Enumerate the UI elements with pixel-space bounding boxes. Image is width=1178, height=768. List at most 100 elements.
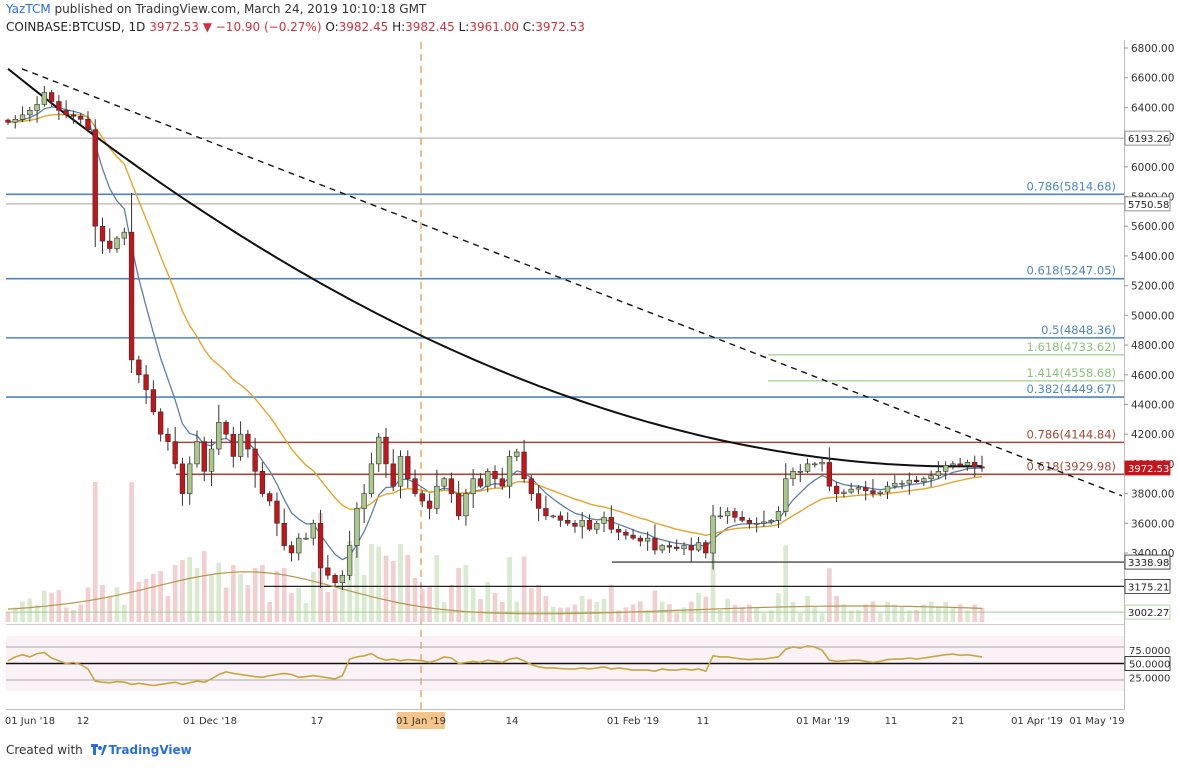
y-tick-label: 4400.00	[1131, 399, 1174, 411]
candle-body	[128, 231, 135, 361]
volume-bar	[129, 482, 134, 622]
candle-body	[136, 359, 142, 376]
volume-bar	[812, 607, 818, 622]
candle-body	[681, 545, 687, 549]
candle-body	[426, 500, 433, 509]
volume-bar	[281, 568, 287, 622]
volume-bar	[405, 555, 411, 622]
descending-trend-line[interactable]	[21, 68, 1123, 497]
rsi-tick-label: 75.0000	[1129, 646, 1170, 657]
ma-200-line	[7, 68, 983, 468]
volume-bar	[667, 604, 672, 622]
volume-bar	[12, 607, 18, 622]
candle-body	[674, 546, 680, 549]
candle-body	[979, 466, 985, 469]
y-tick-label: 6600.00	[1131, 73, 1174, 85]
volume-bar	[921, 604, 927, 622]
volume-bar	[587, 599, 592, 622]
candle-body	[252, 448, 258, 472]
candle-body	[630, 534, 636, 539]
candle-body	[790, 471, 796, 480]
candle-body	[579, 520, 585, 527]
high-label: H:	[392, 20, 406, 34]
last-price: 3972.53	[149, 20, 199, 34]
candle-body	[346, 545, 353, 576]
price-label-text: 6193.26	[1128, 134, 1169, 145]
candle-body	[281, 522, 287, 546]
fib-level-label: 0.618(5247.05)	[1027, 264, 1116, 278]
price-label-text: 3175.21	[1128, 582, 1169, 593]
candle-body	[259, 471, 266, 494]
candle-body	[361, 493, 367, 509]
candle-body	[208, 448, 215, 472]
candle-body	[296, 537, 302, 554]
volume-bar	[696, 593, 701, 622]
candle-body	[906, 479, 912, 484]
volume-bar	[492, 593, 498, 622]
volume-bar	[826, 568, 832, 622]
volume-bar	[158, 571, 164, 622]
volume-bar	[274, 571, 280, 622]
candle-body	[957, 463, 963, 466]
candle-body	[201, 441, 207, 472]
y-tick-label: 5000.00	[1131, 310, 1174, 322]
candle-body	[797, 471, 803, 473]
candle-body	[586, 520, 593, 530]
volume-bar	[143, 579, 149, 622]
volume-bar	[652, 590, 658, 622]
candle-body	[172, 441, 178, 465]
volume-bar	[172, 565, 178, 622]
candle-body	[833, 485, 840, 494]
candle-body	[637, 537, 644, 542]
candle-body	[863, 487, 869, 491]
candle-body	[550, 515, 556, 518]
candle-body	[848, 488, 854, 493]
candle-body	[572, 522, 578, 527]
volume-bar	[194, 568, 200, 622]
author-link[interactable]: YazTCM	[6, 2, 51, 16]
candle-body	[717, 515, 723, 518]
volume-bar	[979, 607, 985, 622]
candle-body	[477, 478, 484, 487]
y-tick-label: 3600.00	[1131, 518, 1174, 530]
candle-body	[855, 487, 862, 490]
volume-bar	[797, 613, 803, 622]
volume-bar	[856, 610, 861, 622]
candle-body	[92, 129, 98, 227]
volume-bar	[805, 596, 810, 622]
symbol-ticker[interactable]: COINBASE:BTCUSD, 1D	[6, 20, 146, 34]
candle-body	[216, 421, 222, 450]
price-label-text: 3002.27	[1128, 608, 1169, 619]
volume-bar	[936, 607, 941, 622]
candle-body	[405, 456, 411, 480]
volume-bar	[478, 599, 483, 622]
candle-body	[739, 517, 745, 521]
candle-body	[710, 515, 716, 554]
rsi-label-box	[1124, 656, 1171, 671]
volume-bar	[507, 557, 512, 622]
candle-body	[615, 528, 622, 533]
tradingview-brand-link[interactable]: TradingView	[108, 743, 192, 757]
candle-body	[521, 451, 527, 480]
candle-body	[899, 482, 905, 485]
candle-body	[332, 574, 338, 584]
volume-bar	[245, 585, 251, 622]
volume-bar	[187, 557, 193, 622]
price-pane[interactable]	[6, 40, 1124, 624]
volume-bar	[761, 613, 767, 622]
volume-bar	[681, 607, 687, 622]
candle-body	[339, 574, 346, 584]
candle-body	[688, 545, 694, 551]
volume-bar	[848, 610, 854, 622]
x-tick-label: 11	[697, 716, 710, 727]
ema-slow-line	[7, 113, 983, 537]
volume-bar	[238, 574, 243, 622]
candle-body	[19, 114, 26, 120]
candle-body	[317, 522, 324, 569]
volume-bar	[310, 572, 316, 622]
candle-body	[179, 463, 186, 494]
candle-body	[812, 463, 818, 466]
volume-bar	[361, 575, 367, 622]
volume-bar	[252, 568, 258, 622]
